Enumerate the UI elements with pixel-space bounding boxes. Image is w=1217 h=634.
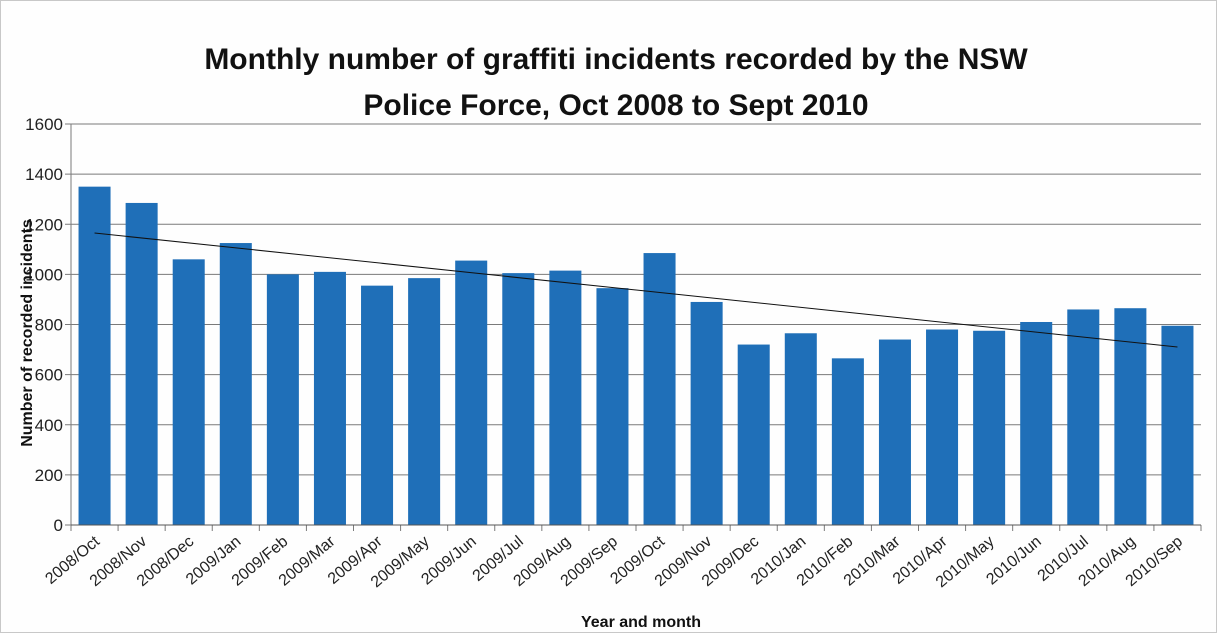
y-tick-label: 0 <box>54 516 63 535</box>
bar-2010-mar <box>878 339 911 525</box>
y-tick-label: 1400 <box>25 165 63 184</box>
bar-2008-dec <box>172 259 205 525</box>
bar-2009-sep <box>596 288 629 525</box>
bar-2009-aug <box>549 270 582 525</box>
chart-title: Monthly number of graffiti incidents rec… <box>204 43 1028 122</box>
bar-2010-apr <box>926 329 959 525</box>
bar-2009-dec <box>737 344 770 525</box>
bars <box>78 186 1194 525</box>
trendline <box>94 232 1178 348</box>
chart-title-line-2: Police Force, Oct 2008 to Sept 2010 <box>363 89 868 122</box>
y-tick-label: 1000 <box>25 265 63 284</box>
bar-2008-nov <box>125 202 158 525</box>
bar-2009-jul <box>502 273 535 525</box>
y-tick-label: 800 <box>35 316 63 335</box>
trendline-line <box>94 232 1178 348</box>
bar-2009-feb <box>266 274 299 525</box>
bar-2010-jan <box>784 333 817 525</box>
chart-title-line-1: Monthly number of graffiti incidents rec… <box>204 43 1028 76</box>
bar-2009-oct <box>643 253 676 525</box>
bar-2009-jan <box>219 243 252 525</box>
bar-2010-jul <box>1067 309 1100 525</box>
x-axis-title: Year and month <box>581 614 701 631</box>
bar-2009-may <box>408 278 441 525</box>
y-axis-title: Number of recorded incidents <box>19 219 36 447</box>
bar-2010-jun <box>1020 321 1053 525</box>
bar-2010-sep <box>1161 325 1194 525</box>
y-tick-label: 1200 <box>25 215 63 234</box>
gridlines <box>71 123 1201 526</box>
x-axis-ticks: 2008/Oct2008/Nov2008/Dec2009/Jan2009/Feb… <box>42 524 1202 591</box>
bar-2008-oct <box>78 186 111 525</box>
bar-2009-jun <box>455 260 488 525</box>
y-axis-ticks: 0 200 400 600 800 1000 1200 1400 1600 <box>25 115 72 535</box>
bar-2009-nov <box>690 301 723 525</box>
bar-2010-aug <box>1114 308 1147 525</box>
y-tick-label: 600 <box>35 366 63 385</box>
y-tick-label: 200 <box>35 466 63 485</box>
bar-2009-apr <box>361 285 394 525</box>
bar-2010-feb <box>831 358 864 525</box>
y-tick-label: 1600 <box>25 115 63 134</box>
bar-2009-mar <box>313 271 346 525</box>
y-tick-label: 400 <box>35 416 63 435</box>
bar-2010-may <box>973 330 1006 525</box>
